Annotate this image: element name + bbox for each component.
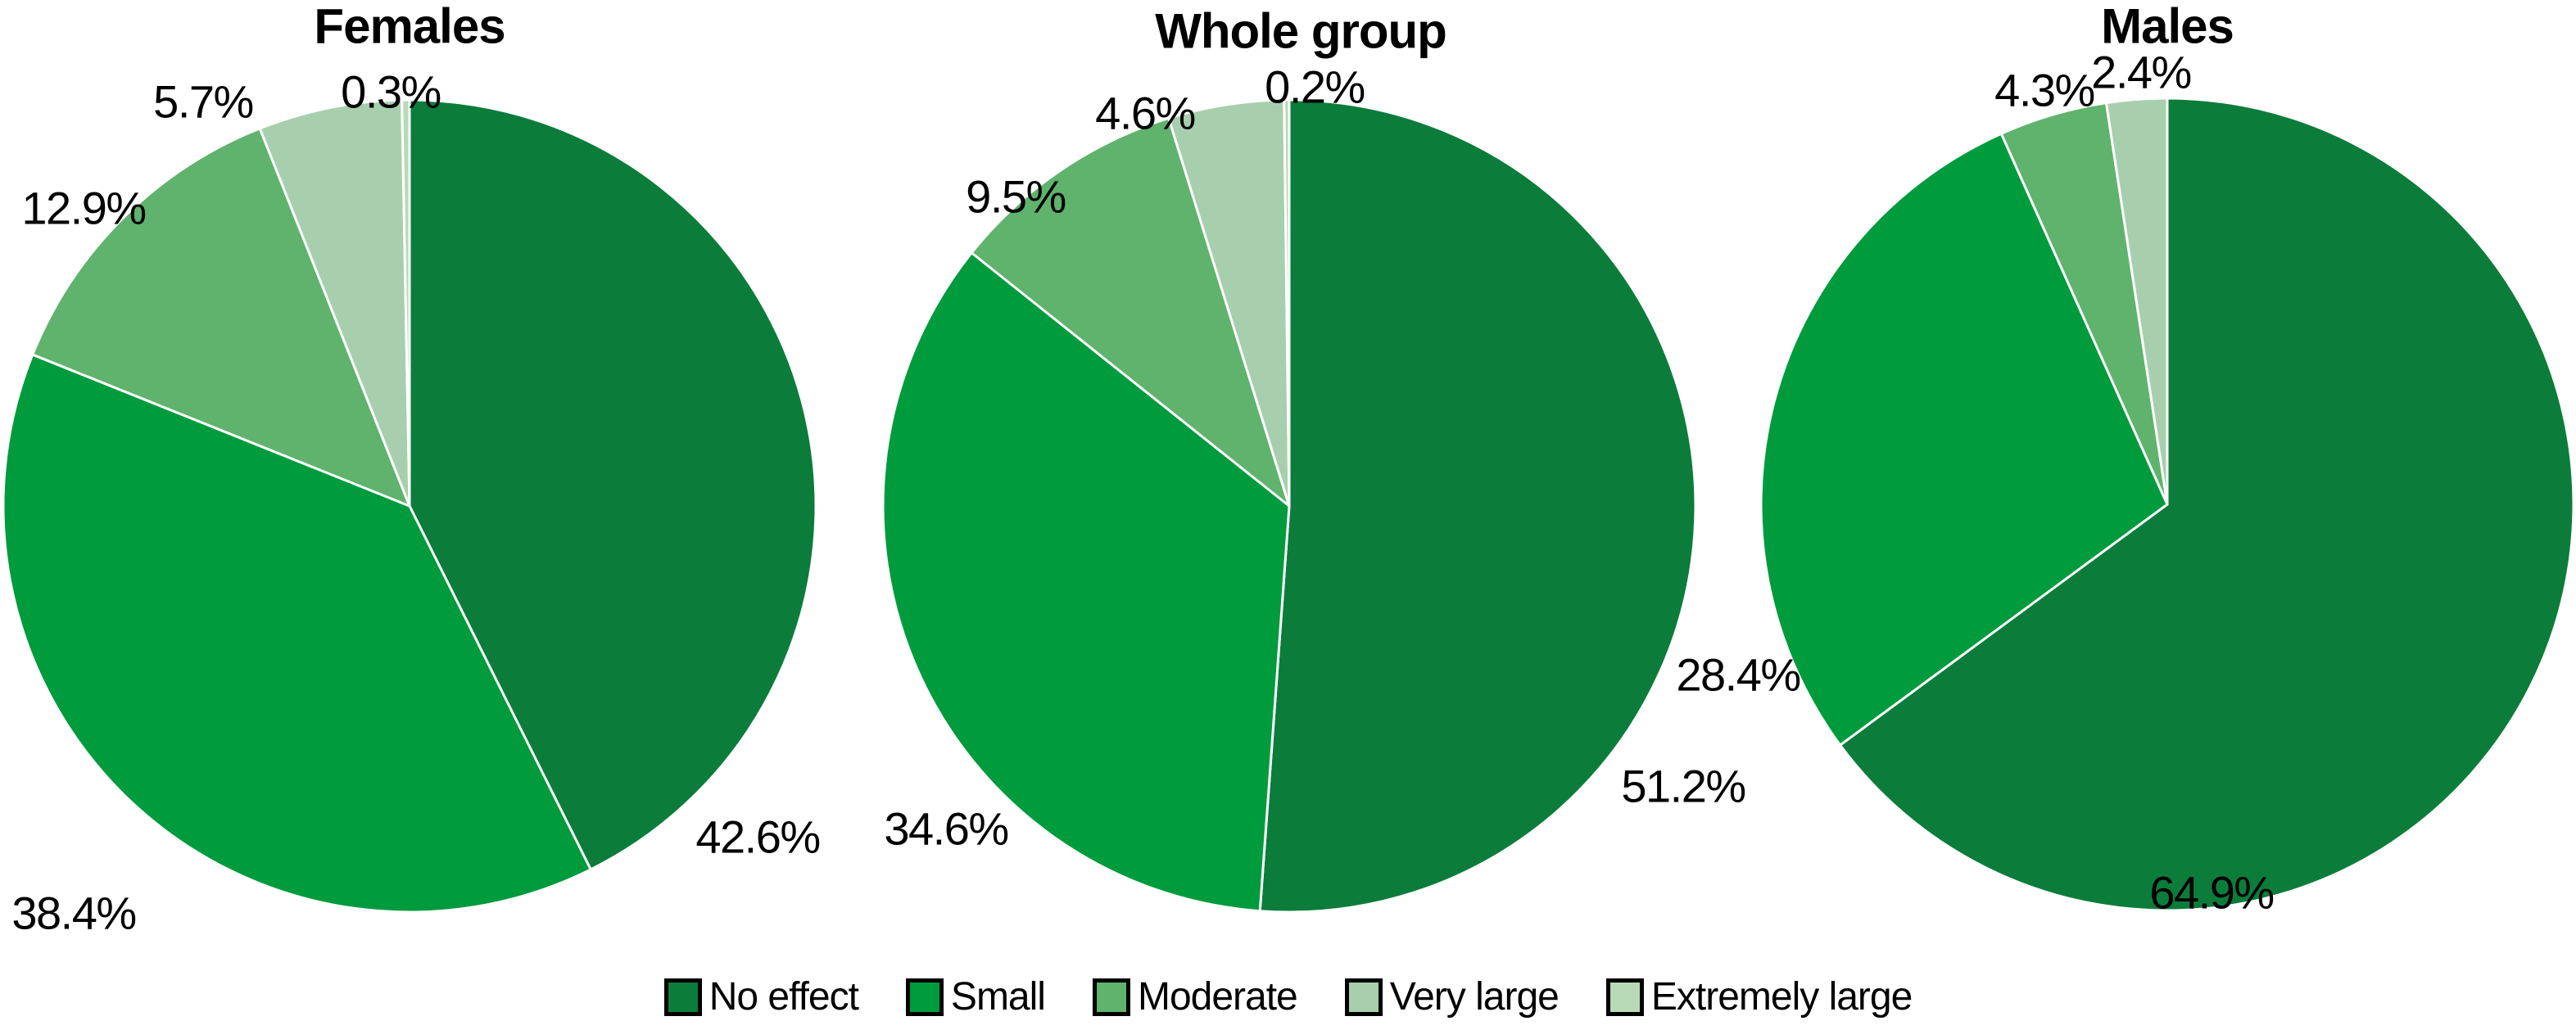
legend-item-small: Small bbox=[905, 975, 1046, 1019]
legend-label-very-large: Very large bbox=[1389, 975, 1560, 1019]
pie-title-males: Males bbox=[2101, 0, 2234, 54]
slice-females-no-effect bbox=[408, 98, 817, 871]
slice-label-males-no-effect: 64.9% bbox=[2149, 866, 2275, 919]
slice-label-females-moderate: 12.9% bbox=[21, 182, 147, 234]
pie-title-females: Females bbox=[314, 0, 505, 54]
slice-males-very-large bbox=[2104, 97, 2169, 506]
legend-item-extremely-large: Extremely large bbox=[1605, 975, 1913, 1019]
slice-label-females-extremely-large: 0.3% bbox=[341, 66, 441, 118]
pie-males bbox=[1759, 97, 2575, 912]
legend-swatch-very-large bbox=[1344, 978, 1383, 1017]
legend-swatch-extremely-large bbox=[1605, 978, 1644, 1017]
legend-swatch-no-effect bbox=[663, 978, 702, 1017]
legend-item-very-large: Very large bbox=[1344, 975, 1560, 1019]
legend-label-small: Small bbox=[950, 975, 1046, 1019]
legend-item-no-effect: No effect bbox=[663, 975, 859, 1019]
slice-label-males-moderate: 4.3% bbox=[1994, 64, 2095, 116]
slice-whole-group-moderate bbox=[970, 116, 1291, 508]
legend-swatch-moderate bbox=[1092, 978, 1130, 1017]
slice-label-males-small: 28.4% bbox=[1676, 648, 1801, 701]
legend: No effect Small Moderate Very large Extremel… bbox=[0, 975, 2576, 1019]
pie-females bbox=[2, 98, 817, 914]
slice-whole-group-small bbox=[881, 251, 1291, 913]
slice-females-very-large bbox=[258, 98, 411, 508]
slice-males-no-effect bbox=[1839, 97, 2575, 912]
slice-females-small bbox=[2, 353, 592, 914]
legend-swatch-small bbox=[905, 978, 944, 1017]
slice-whole-group-extremely-large bbox=[1283, 98, 1291, 508]
legend-item-moderate: Moderate bbox=[1092, 975, 1298, 1019]
slice-label-whole-group-very-large: 4.6% bbox=[1095, 87, 1196, 139]
pie-whole-group bbox=[881, 98, 1697, 914]
pie-title-whole-group: Whole group bbox=[1155, 3, 1447, 59]
slice-label-whole-group-no-effect: 51.2% bbox=[1621, 760, 1746, 812]
slice-females-moderate bbox=[31, 127, 411, 508]
legend-label-extremely-large: Extremely large bbox=[1650, 975, 1913, 1019]
slice-whole-group-no-effect bbox=[1258, 98, 1697, 914]
slice-label-females-small: 38.4% bbox=[11, 887, 137, 939]
slice-label-females-very-large: 5.7% bbox=[153, 75, 254, 128]
legend-label-no-effect: No effect bbox=[709, 975, 859, 1019]
slice-males-small bbox=[1759, 132, 2169, 747]
legend-label-moderate: Moderate bbox=[1137, 975, 1298, 1019]
slice-label-whole-group-extremely-large: 0.2% bbox=[1265, 61, 1365, 113]
slice-label-females-no-effect: 42.6% bbox=[695, 811, 821, 863]
slice-females-extremely-large bbox=[401, 98, 411, 508]
slice-label-whole-group-moderate: 9.5% bbox=[966, 170, 1066, 223]
slice-label-whole-group-small: 34.6% bbox=[884, 802, 1009, 855]
slice-label-males-very-large: 2.4% bbox=[2091, 46, 2192, 98]
